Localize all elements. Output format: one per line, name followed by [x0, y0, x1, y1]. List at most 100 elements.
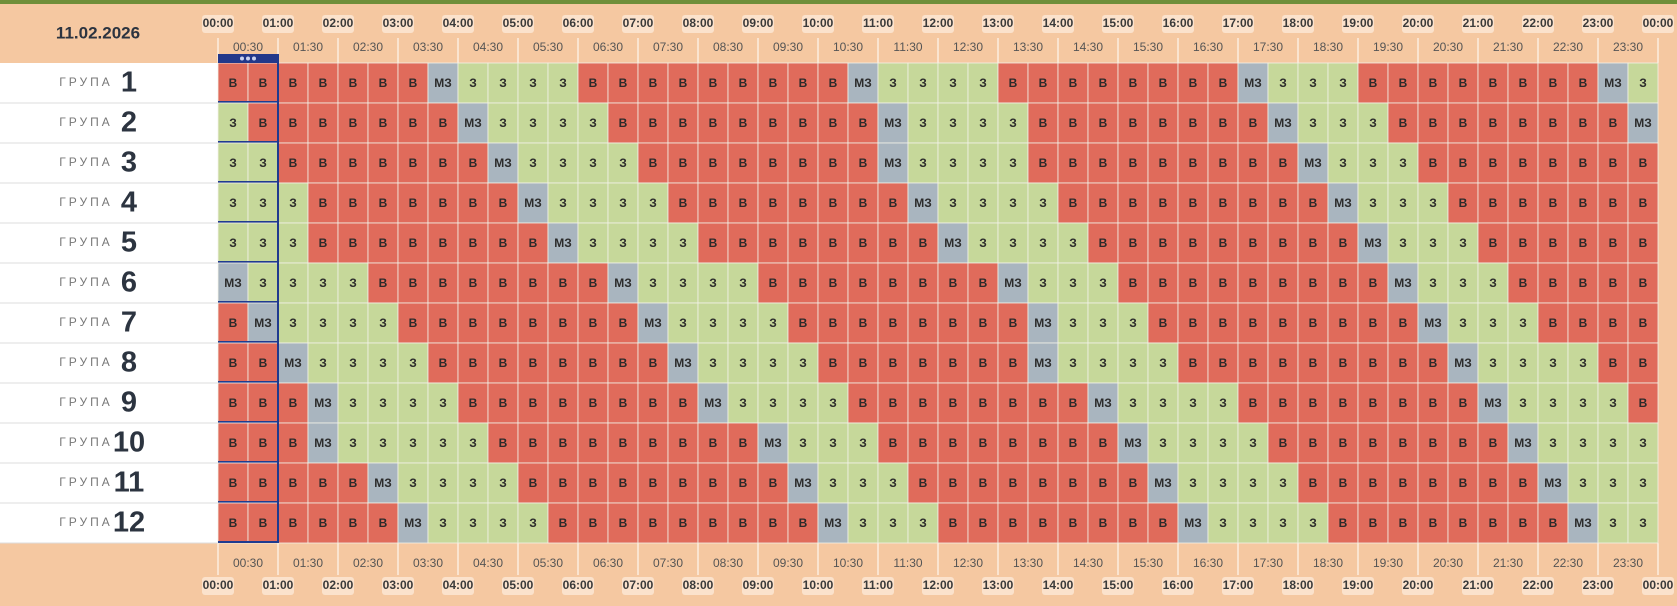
cell — [1357, 302, 1389, 344]
hour-chip — [382, 15, 414, 33]
group-number: 11 — [114, 467, 145, 499]
cell-state: В — [1579, 116, 1588, 130]
cell-state: В — [1519, 236, 1528, 250]
cell-state: В — [1099, 436, 1108, 450]
cell-state: З — [1219, 516, 1227, 530]
cell-state: МЗ — [1124, 436, 1142, 450]
cell-state: МЗ — [1454, 356, 1472, 370]
cell-state: З — [1129, 316, 1137, 330]
hour-label: 04:00 — [443, 16, 474, 30]
cell-state: З — [589, 196, 597, 210]
half-label: 04:30 — [473, 556, 503, 570]
cell-state: З — [649, 276, 657, 290]
hour-label: 16:00 — [1163, 578, 1194, 592]
cell-state: В — [529, 276, 538, 290]
cell — [517, 62, 549, 104]
hour-chip — [1402, 15, 1434, 33]
cell — [487, 422, 519, 464]
half-label: 22:30 — [1553, 556, 1583, 570]
cell — [1477, 462, 1509, 504]
cell-state: В — [1279, 196, 1288, 210]
cell-state: В — [949, 516, 958, 530]
cell-state: В — [949, 396, 958, 410]
cell-state: В — [1069, 116, 1078, 130]
cell-state: В — [1639, 196, 1648, 210]
cell — [487, 182, 519, 224]
cell-state: В — [1249, 316, 1258, 330]
cell-state: В — [229, 476, 238, 490]
cell-state: З — [709, 356, 717, 370]
cell-state: В — [1009, 396, 1018, 410]
cell — [847, 382, 879, 424]
cell-state: В — [1369, 356, 1378, 370]
cell — [1237, 222, 1269, 264]
cell-state: В — [529, 356, 538, 370]
cell-state: З — [709, 316, 717, 330]
hour-label: 01:00 — [263, 16, 294, 30]
cell-state: МЗ — [1394, 276, 1412, 290]
cell-state: В — [1459, 476, 1468, 490]
cell-state: В — [289, 396, 298, 410]
cell-state: З — [1219, 396, 1227, 410]
cell-state: В — [1039, 76, 1048, 90]
cell — [1297, 382, 1329, 424]
cell-state: МЗ — [1034, 316, 1052, 330]
hour-chip — [1042, 15, 1074, 33]
cell-state: З — [739, 396, 747, 410]
cell-state: В — [1339, 356, 1348, 370]
cell-state: З — [769, 316, 777, 330]
cell — [1387, 502, 1419, 544]
group-number: 9 — [121, 387, 137, 419]
cell-state: В — [1309, 276, 1318, 290]
cell-state: В — [259, 356, 268, 370]
hour-chip — [922, 577, 954, 595]
cell-state: В — [769, 276, 778, 290]
cell-state: З — [499, 516, 507, 530]
cell-state: З — [529, 116, 537, 130]
cell — [1327, 422, 1359, 464]
cell-state: В — [1639, 236, 1648, 250]
cell-state: З — [1009, 236, 1017, 250]
cell — [1477, 422, 1509, 464]
cell — [1267, 422, 1299, 464]
cell — [1027, 422, 1059, 464]
cell — [1207, 102, 1239, 144]
hour-chip — [982, 577, 1014, 595]
half-label: 11:30 — [893, 556, 922, 570]
hour-label: 19:00 — [1343, 578, 1374, 592]
cell-state: В — [499, 196, 508, 210]
cell — [1627, 502, 1659, 544]
cell-state: В — [979, 476, 988, 490]
cell-state: В — [799, 236, 808, 250]
cell-state: З — [979, 76, 987, 90]
cell — [517, 502, 549, 544]
hour-chip — [1582, 577, 1614, 595]
cell — [1297, 502, 1329, 544]
cell — [517, 222, 549, 264]
cell — [847, 62, 879, 104]
cell — [817, 502, 849, 544]
cell — [547, 62, 579, 104]
cell-state: В — [1549, 516, 1558, 530]
marker-dot — [246, 56, 250, 61]
cell — [1627, 102, 1659, 144]
cell-state: З — [859, 516, 867, 530]
hour-chip — [1522, 577, 1554, 595]
cell-state: В — [1069, 516, 1078, 530]
cell — [1147, 462, 1179, 504]
cell-state: В — [919, 476, 928, 490]
cell-state: В — [259, 116, 268, 130]
cell-state: В — [1399, 476, 1408, 490]
cell — [727, 182, 759, 224]
cell-state: В — [1369, 436, 1378, 450]
cell-state: З — [1009, 156, 1017, 170]
cell-state: В — [559, 276, 568, 290]
cell-state: З — [919, 116, 927, 130]
cell — [1207, 222, 1239, 264]
cell-state: В — [379, 196, 388, 210]
cell-state: З — [1339, 76, 1347, 90]
cell — [427, 142, 459, 184]
hour-label: 06:00 — [563, 578, 594, 592]
cell-state: В — [409, 316, 418, 330]
cell — [427, 102, 459, 144]
